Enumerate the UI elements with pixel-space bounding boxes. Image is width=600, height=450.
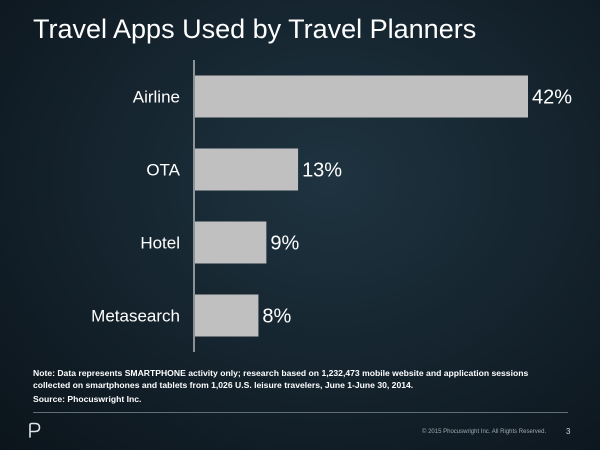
data-label-airline: 42% xyxy=(532,87,572,109)
data-label-ota: 13% xyxy=(302,160,342,182)
category-label-metasearch: Metasearch xyxy=(91,307,180,326)
slide-title: Travel Apps Used by Travel Planners xyxy=(33,14,477,44)
data-label-hotel: 9% xyxy=(270,233,299,255)
bar-metasearch xyxy=(195,294,259,337)
footer-divider xyxy=(33,412,568,413)
phocuswright-p-logo-icon xyxy=(29,422,41,438)
copyright-text: © 2015 Phocuswright Inc. All Rights Rese… xyxy=(422,429,547,435)
source-text: Source: Phocuswright Inc. xyxy=(33,394,142,404)
note-text: Note: Data represents SMARTPHONE activit… xyxy=(33,368,529,390)
category-label-ota: OTA xyxy=(146,161,180,180)
bar-ota xyxy=(195,148,299,191)
bar-chart: Airline 42% OTA 13% Hotel 9% Metasearch 8% xyxy=(91,75,572,337)
page-number: 3 xyxy=(566,427,571,436)
footnote: Note: Data represents SMARTPHONE activit… xyxy=(33,367,563,405)
category-label-airline: Airline xyxy=(133,88,180,107)
bar-airline xyxy=(195,75,528,118)
bar-hotel xyxy=(195,221,267,264)
data-label-metasearch: 8% xyxy=(262,306,291,328)
category-label-hotel: Hotel xyxy=(140,234,180,253)
